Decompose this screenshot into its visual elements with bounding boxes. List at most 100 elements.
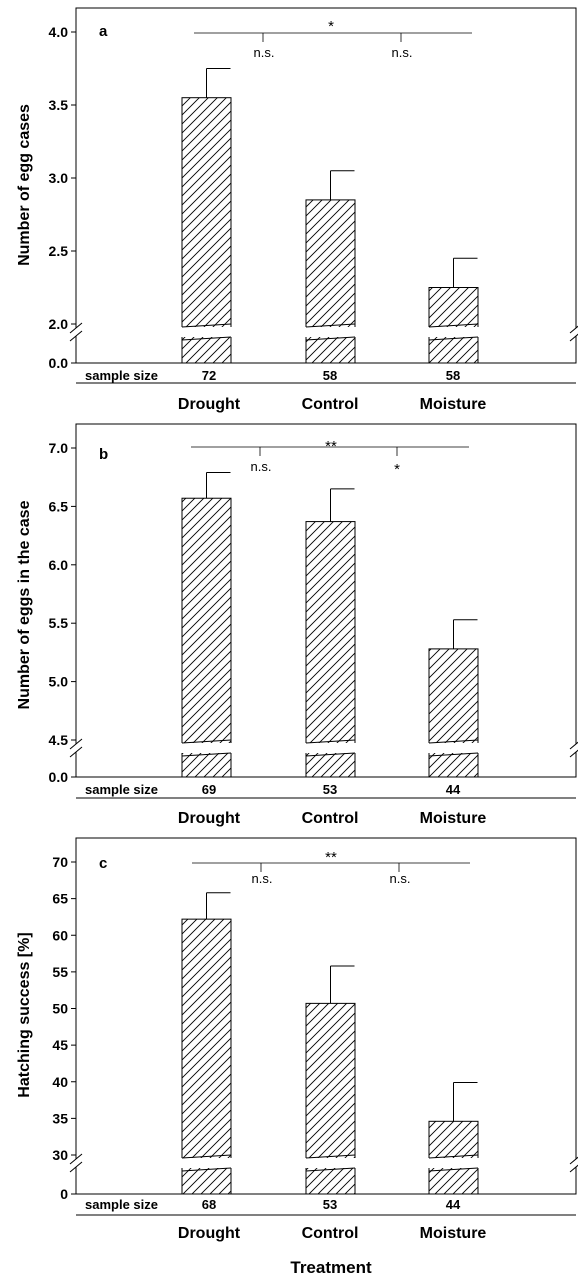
panel-c-bar-break-control	[305, 1158, 356, 1168]
panel-c-y-tick-label: 60	[52, 927, 68, 943]
panel-a-bar-break-mark	[428, 323, 479, 328]
panel-b-bar-drought	[181, 497, 232, 778]
panel-a-axis-break-gap	[574, 328, 578, 336]
panel-c-y-tick-label: 55	[52, 964, 68, 980]
panel-c: 70 65 60 55 50 45 40 35 30 0 c Hatching success […	[16, 837, 578, 1242]
panel-c-y-tick-label: 30	[52, 1147, 68, 1163]
panel-b-label: b	[99, 446, 108, 463]
panel-b-sample-size-label: sample size	[85, 782, 158, 797]
panel-a-sample-size-moisture: 58	[446, 368, 460, 383]
panel-a-y-tick-label-zero: 0.0	[49, 355, 69, 371]
panel-b-bar-break-mark	[428, 752, 479, 757]
panel-b-y-tick-label: 5.5	[49, 615, 69, 631]
panel-b-overall-significance: **	[325, 438, 337, 455]
panel-b-bar-break-moisture	[428, 743, 479, 753]
panel-b-bar-control	[305, 521, 356, 778]
panel-c-sample-size-label: sample size	[85, 1197, 158, 1212]
panel-a-axis-break-gap	[74, 328, 78, 336]
panel-c-bar-break-mark	[428, 1154, 479, 1159]
panel-a-category-moisture: Moisture	[420, 396, 487, 413]
panel-b-y-tick-label: 5.0	[49, 674, 69, 690]
panel-b-y-axis-label: Number of eggs in the case	[16, 500, 33, 709]
panel-b-y-tick-label: 6.0	[49, 557, 69, 573]
panel-a-category-control: Control	[302, 396, 359, 413]
panel-b: 7.0 6.5 6.0 5.5 5.0 4.5 0.0 b Number of eggs i…	[16, 423, 578, 827]
panel-c-y-tick-label: 50	[52, 1001, 68, 1017]
panel-b-bar-break-drought	[181, 743, 232, 753]
panel-a-bar-break-mark	[428, 336, 479, 341]
panel-c-sample-size-control: 53	[323, 1197, 337, 1212]
panel-a-y-tick-label: 2.5	[49, 243, 69, 259]
panel-b-axis-break-gap	[574, 744, 578, 752]
x-axis-title: Treatment	[290, 1258, 372, 1277]
panel-a-bar-break-mark	[181, 336, 232, 341]
panel-a-bar-break-moisture	[428, 327, 479, 337]
panel-c-left-significance: n.s.	[252, 871, 273, 886]
panel-b-sample-size-moisture: 44	[446, 782, 461, 797]
panel-b-category-drought: Drought	[178, 810, 241, 827]
panel-b-y-tick-label: 7.0	[49, 440, 69, 456]
panel-c-axis-break-gap	[574, 1159, 578, 1167]
panel-c-bar-break-mark	[305, 1167, 356, 1172]
panel-a-axis-break-mark	[69, 322, 83, 334]
panel-b-axis-break-mark	[569, 749, 578, 758]
panel-b-bar-break-mark	[181, 752, 232, 757]
panel-b-bar-moisture	[428, 648, 479, 778]
panel-a-axes: 4.0 3.5 3.0 2.5 2.0 0.0	[49, 7, 578, 384]
panel-b-axis-break-mark	[569, 741, 578, 750]
panel-a: 4.0 3.5 3.0 2.5 2.0 0.0 a Number of egg cases…	[16, 7, 578, 413]
panel-c-bar-break-mark	[305, 1154, 356, 1159]
panel-b-bar-break-mark	[305, 739, 356, 744]
panel-c-overall-significance: **	[325, 849, 337, 866]
panel-a-bar-break-mark	[181, 323, 232, 328]
panel-a-right-significance: n.s.	[392, 45, 413, 60]
panel-b-y-tick-label: 6.5	[49, 498, 69, 514]
panel-a-sample-size-label: sample size	[85, 368, 158, 383]
panel-c-label: c	[99, 855, 107, 872]
panel-b-sample-size-control: 53	[323, 782, 337, 797]
panel-c-bar-break-mark	[428, 1167, 479, 1172]
panel-a-y-tick-label: 4.0	[49, 24, 69, 40]
panel-a-axis-break-mark	[569, 333, 578, 342]
panel-b-category-moisture: Moisture	[420, 810, 487, 827]
panel-a-bar-drought	[181, 97, 232, 364]
panel-a-y-axis-label: Number of egg cases	[16, 104, 33, 266]
panel-a-label: a	[99, 23, 108, 40]
panel-c-bar-break-mark	[181, 1167, 232, 1172]
panel-c-axis-break-mark	[69, 1161, 83, 1173]
panel-c-y-tick-label: 70	[52, 854, 68, 870]
panel-c-axis-break-mark	[569, 1156, 578, 1165]
panel-b-bar-break-control	[305, 743, 356, 753]
panel-c-bar-drought	[181, 918, 232, 1195]
panel-c-category-moisture: Moisture	[420, 1225, 487, 1242]
panel-a-sample-size-drought: 72	[202, 368, 216, 383]
panel-a-y-tick-label: 3.5	[49, 97, 69, 113]
panel-c-y-tick-label: 40	[52, 1074, 68, 1090]
panel-a-y-tick-label: 2.0	[49, 316, 69, 332]
panel-b-y-tick-label: 4.5	[49, 732, 69, 748]
panel-a-left-significance: n.s.	[254, 45, 275, 60]
panel-c-y-tick-label: 45	[52, 1037, 68, 1053]
panel-b-bar-break-mark	[428, 739, 479, 744]
panel-b-bar-break-mark	[305, 752, 356, 757]
panel-c-axis-break-gap	[74, 1159, 78, 1167]
panel-a-sample-size-control: 58	[323, 368, 337, 383]
panel-c-bar-break-drought	[181, 1158, 232, 1168]
panel-b-axis-break-mark	[69, 746, 83, 758]
panel-a-axis-break-mark	[69, 330, 83, 342]
panel-b-right-significance: *	[394, 461, 400, 478]
panel-c-sample-size-drought: 68	[202, 1197, 216, 1212]
panel-b-category-control: Control	[302, 810, 359, 827]
panel-c-right-significance: n.s.	[390, 871, 411, 886]
panel-a-bar-break-mark	[305, 336, 356, 341]
panel-a-axis-break-mark	[569, 325, 578, 334]
panel-c-axis-break-mark	[569, 1164, 578, 1173]
panel-b-axis-break-mark	[69, 738, 83, 750]
panel-a-bar-break-mark	[305, 323, 356, 328]
panel-c-axis-break-mark	[69, 1153, 83, 1165]
panel-b-axis-break-gap	[74, 744, 78, 752]
panel-a-category-drought: Drought	[178, 396, 241, 413]
panel-b-bar-break-mark	[181, 739, 232, 744]
panel-a-y-tick-label: 3.0	[49, 170, 69, 186]
